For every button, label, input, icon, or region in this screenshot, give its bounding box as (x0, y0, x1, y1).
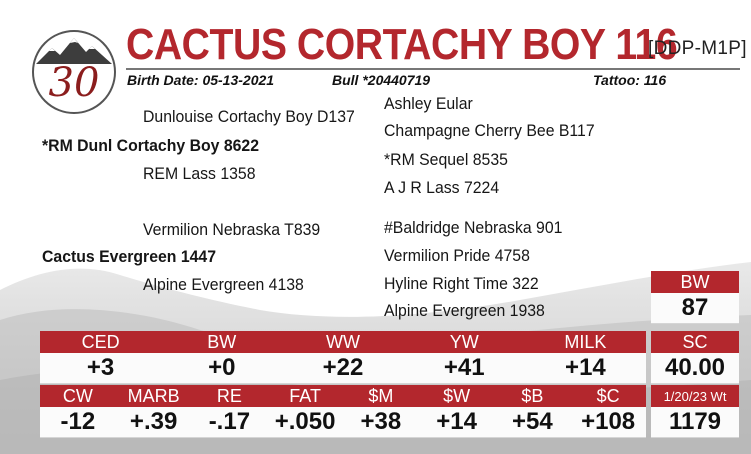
actual-weight-box: 1/20/23 Wt 1179 (651, 385, 739, 438)
epd-value-ced: +3 (86, 354, 115, 381)
actual-bw-value: 87 (651, 293, 739, 324)
actual-sc-label: SC (651, 331, 739, 353)
pedigree-dam-sire-sire: #Baldridge Nebraska 901 (384, 218, 563, 237)
header-divider (126, 68, 740, 70)
pedigree-dam-dam: Alpine Evergreen 4138 (143, 275, 304, 294)
epd-label-c-index: $C (596, 385, 620, 406)
epd-value-ww: +22 (322, 354, 364, 381)
epd-table-row2: CW MARB RE FAT $M $W $B $C -12 +.39 -.17… (40, 385, 646, 438)
pedigree-sire-sire-sire: Ashley Eular (384, 94, 473, 113)
epd-label-m-index: $M (368, 385, 394, 406)
animal-code: [DDP-M1P] (648, 38, 747, 59)
epd-label-cw: CW (62, 385, 93, 406)
pedigree-dam-dam-dam: Alpine Evergreen 1938 (384, 301, 545, 320)
pedigree-sire: *RM Dunl Cortachy Boy 8622 (42, 136, 260, 155)
registration-number: Bull *20440719 (332, 72, 431, 88)
epd-value-cw: -12 (60, 408, 96, 435)
mountain-logo-icon (32, 30, 116, 114)
pedigree-dam-sire-dam: Vermilion Pride 4758 (384, 246, 530, 265)
actual-bw-label: BW (651, 271, 739, 293)
pedigree-dam-sire: Vermilion Nebraska T839 (143, 220, 321, 239)
epd-label-marb: MARB (127, 385, 180, 406)
actual-sc-value: 40.00 (651, 353, 739, 384)
epd-value-yw: +41 (443, 354, 485, 381)
epd-label-yw: YW (449, 331, 479, 352)
pedigree-sire-sire: Dunlouise Cortachy Boy D137 (143, 107, 355, 126)
tattoo: Tattoo: 116 (593, 72, 667, 88)
epd-value-b-index: +54 (512, 408, 553, 435)
epd-value-re: -.17 (208, 408, 251, 435)
epd-label-re: RE (216, 385, 242, 406)
epd-value-milk: +14 (565, 354, 606, 381)
lot-number: 30 (48, 60, 100, 106)
pedigree-dam-dam-sire: Hyline Right Time 322 (384, 274, 539, 293)
epd-label-bw: BW (207, 331, 237, 352)
epd-label-ced: CED (81, 331, 120, 352)
actual-bw-box: BW 87 (651, 271, 739, 324)
pedigree-sire-dam-dam: A J R Lass 7224 (384, 178, 500, 197)
epd-label-fat: FAT (289, 385, 321, 406)
epd-value-c-index: +108 (581, 408, 636, 435)
actual-weight-value: 1179 (651, 407, 739, 438)
epd-label-b-index: $B (521, 385, 544, 406)
epd-value-bw: +0 (208, 354, 236, 381)
animal-name: CACTUS CORTACHY BOY 116 (126, 20, 678, 69)
epd-value-marb: +.39 (129, 408, 178, 435)
epd-label-ww: WW (326, 331, 360, 352)
epd-value-w-index: +14 (436, 408, 477, 435)
pedigree-sire-dam: REM Lass 1358 (143, 164, 256, 183)
epd-value-m-index: +38 (360, 408, 402, 435)
pedigree-sire-sire-dam: Champagne Cherry Bee B117 (384, 121, 595, 140)
epd-table-row1: CED BW WW YW MILK +3 +0 +22 +41 +14 (40, 331, 646, 384)
epd-label-milk: MILK (564, 331, 607, 352)
pedigree-sire-dam-sire: *RM Sequel 8535 (384, 150, 508, 169)
actual-weight-label: 1/20/23 Wt (651, 385, 739, 407)
actual-sc-box: SC 40.00 (651, 331, 739, 384)
pedigree-dam: Cactus Evergreen 1447 (42, 247, 217, 266)
birth-date: Birth Date: 05-13-2021 (127, 72, 275, 88)
epd-label-w-index: $W (443, 385, 471, 406)
epd-value-fat: +.050 (274, 408, 336, 435)
